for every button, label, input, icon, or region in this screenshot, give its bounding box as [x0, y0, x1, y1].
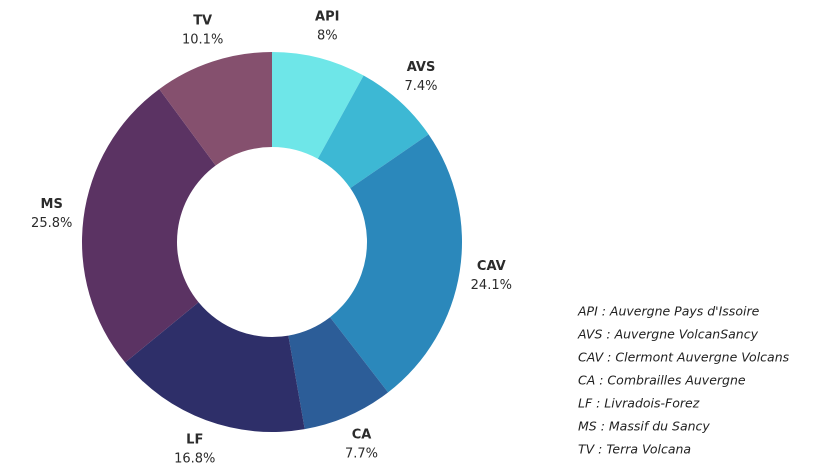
donut-slice	[330, 134, 463, 393]
slice-label: AVS	[407, 60, 436, 75]
donut-slice	[81, 89, 216, 363]
legend-note: TV : Terra Volcana	[578, 442, 691, 457]
slice-value: 7.7%	[345, 447, 378, 462]
slice-value: 25.8%	[31, 216, 72, 231]
legend-note: API : Auvergne Pays d'Issoire	[577, 304, 760, 319]
slice-label: API	[315, 9, 339, 24]
donut-slice	[272, 52, 364, 159]
slice-label: CAV	[477, 259, 506, 274]
slice-value: 7.4%	[404, 79, 437, 94]
slice-label: TV	[193, 14, 212, 29]
donut-slice	[159, 52, 272, 166]
slice-value: 16.8%	[174, 452, 215, 467]
slice-label: CA	[352, 428, 372, 443]
slice-label: LF	[186, 433, 203, 448]
donut-slice	[317, 75, 429, 189]
legend-note: CAV : Clermont Auvergne Volcans	[578, 350, 790, 365]
legend-note: MS : Massif du Sancy	[578, 419, 710, 434]
slice-label: MS	[41, 197, 63, 212]
legend-note: LF : Livradois-Forez	[578, 396, 700, 411]
slice-value: 24.1%	[471, 278, 512, 293]
slice-value: 10.1%	[182, 33, 223, 48]
legend-note: CA : Combrailles Auvergne	[578, 373, 746, 388]
legend-note: AVS : Auvergne VolcanSancy	[577, 327, 759, 342]
slice-value: 8%	[317, 28, 338, 43]
donut-slice	[288, 317, 389, 430]
donut-slice	[125, 302, 305, 433]
